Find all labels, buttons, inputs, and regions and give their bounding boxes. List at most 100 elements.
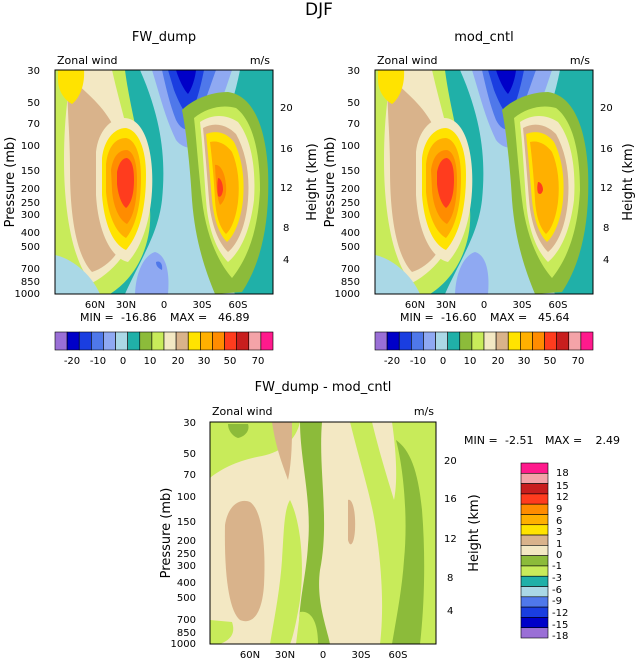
colorbar-label: -6 — [552, 585, 562, 596]
colorbar-swatch — [151, 331, 165, 351]
colorbar-swatch — [520, 545, 549, 556]
y-tick-label: 400 — [177, 578, 196, 589]
colorbar-labels: -20 -10 0 10 20 30 50 70 — [64, 356, 265, 367]
colorbar-swatch — [163, 331, 177, 351]
y-tick-label: 700 — [177, 615, 196, 626]
colorbar-swatch — [411, 331, 424, 351]
colorbar-swatch — [568, 331, 582, 351]
colorbar-label: 70 — [252, 356, 265, 367]
colorbar — [54, 331, 274, 351]
colorbar-label: 0 — [440, 356, 446, 367]
min-value: -16.86 — [121, 311, 156, 324]
y-tick-label: 100 — [177, 492, 196, 503]
colorbar-label: -20 — [64, 356, 80, 367]
y-tick-label: 200 — [341, 184, 360, 195]
y-tick-label: 70 — [183, 470, 196, 481]
y-tick-label: 1000 — [15, 289, 40, 300]
colorbar-vertical — [520, 462, 549, 639]
y-tick-label: 300 — [177, 561, 196, 572]
colorbar-swatch — [520, 617, 549, 628]
y-tick-label: 30 — [347, 66, 360, 77]
colorbar-swatch — [520, 331, 533, 351]
panel-fw-dump: FW_dump Zonal wind m/s — [3, 30, 320, 367]
colorbar-swatch — [91, 331, 104, 351]
colorbar-label: -15 — [552, 620, 568, 631]
colorbar-swatch — [520, 534, 549, 546]
colorbar-swatch — [386, 331, 400, 351]
colorbar-swatch — [520, 462, 549, 474]
contour-field — [55, 70, 273, 294]
colorbar-label: 18 — [556, 468, 569, 479]
colorbar-label: 15 — [556, 481, 569, 492]
panel-stats: MIN = -16.86 MAX = 46.89 — [80, 311, 250, 324]
y-tick-label: 150 — [177, 517, 196, 528]
x-tick-label: 30S — [192, 300, 211, 311]
colorbar-labels: 18 15 12 9 6 3 1 0 -1 -3 -6 -9 -12 -15 -… — [552, 468, 569, 642]
colorbar-label: -10 — [90, 356, 106, 367]
y-axis-left: 30 50 70 100 150 200 250 300 400 500 700… — [171, 418, 196, 650]
x-tick-label: 60S — [388, 650, 407, 661]
y2-tick-label: 4 — [603, 255, 609, 266]
min-label: MIN = — [400, 311, 434, 324]
colorbar-label: 12 — [556, 492, 569, 503]
y-tick-label: 250 — [341, 198, 360, 209]
max-label: MAX = — [170, 311, 207, 324]
panel-variable-label: Zonal wind — [212, 405, 273, 418]
colorbar-label: 0 — [556, 550, 562, 561]
colorbar-swatch — [520, 596, 549, 608]
y-tick-label: 70 — [27, 119, 40, 130]
panel-units-label: m/s — [414, 405, 434, 418]
y-tick-label: 850 — [177, 628, 196, 639]
colorbar-swatch — [139, 331, 153, 351]
max-value: 46.89 — [218, 311, 250, 324]
colorbar-label: 70 — [572, 356, 585, 367]
colorbar-label: -12 — [552, 608, 568, 619]
colorbar-swatch — [54, 331, 68, 351]
colorbar-swatch — [459, 331, 473, 351]
y2-tick-label: 16 — [600, 144, 613, 155]
y-axis-left: 30 50 70 100 150 200 250 300 400 500 700… — [335, 66, 360, 300]
y-tick-label: 200 — [21, 184, 40, 195]
x-tick-label: 60N — [405, 300, 425, 311]
y2-tick-label: 16 — [280, 144, 293, 155]
y-tick-label: 100 — [21, 141, 40, 152]
y2-tick-label: 20 — [600, 103, 613, 114]
panel-title: FW_dump — [132, 30, 196, 45]
colorbar-swatch — [520, 472, 549, 484]
colorbar-swatch — [115, 331, 128, 351]
y-axis-right: 20 16 12 8 4 — [444, 456, 457, 617]
y2-axis-title: Height (km) — [305, 143, 320, 220]
colorbar-swatch — [532, 331, 545, 351]
colorbar-swatch — [483, 331, 497, 351]
colorbar-swatch — [200, 331, 213, 351]
y-tick-label: 30 — [27, 66, 40, 77]
panel-title: FW_dump - mod_cntl — [255, 380, 392, 395]
y2-tick-label: 8 — [447, 573, 453, 584]
y-tick-label: 850 — [21, 277, 40, 288]
y-tick-label: 500 — [177, 593, 196, 604]
max-value: 2.49 — [596, 434, 621, 447]
colorbar-label: 30 — [198, 356, 211, 367]
colorbar-label: 50 — [544, 356, 557, 367]
x-tick-label: 0 — [161, 300, 167, 311]
colorbar-label: -20 — [384, 356, 400, 367]
x-tick-label: 60N — [240, 650, 260, 661]
x-tick-label: 60S — [228, 300, 247, 311]
x-axis: 60N 30N 0 30S 60S — [405, 300, 568, 311]
colorbar-label: 20 — [492, 356, 505, 367]
y2-axis-title: Height (km) — [621, 143, 636, 220]
colorbar-swatch — [175, 331, 189, 351]
colorbar-swatch — [236, 331, 250, 351]
x-tick-label: 30N — [275, 650, 295, 661]
y-tick-label: 50 — [27, 98, 40, 109]
y-tick-label: 850 — [341, 277, 360, 288]
max-label: MAX = — [490, 311, 527, 324]
colorbar-label: 3 — [556, 527, 562, 538]
colorbar-swatch — [103, 331, 116, 351]
y-axis-right: 20 16 12 8 4 — [600, 103, 613, 266]
min-label: MIN = — [80, 311, 114, 324]
min-label: MIN = — [464, 434, 498, 447]
colorbar-swatch — [520, 565, 549, 577]
colorbar-swatch — [187, 331, 201, 351]
